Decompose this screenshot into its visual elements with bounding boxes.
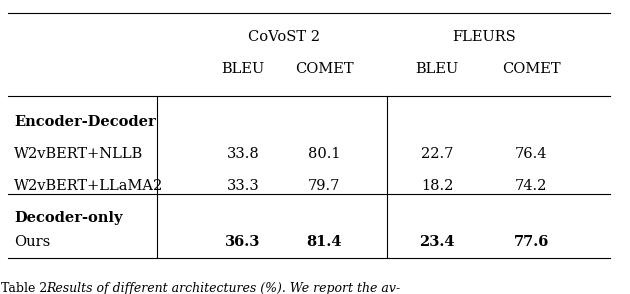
Text: 33.3: 33.3 <box>227 179 259 193</box>
Text: BLEU: BLEU <box>221 62 265 76</box>
Text: 18.2: 18.2 <box>421 179 454 193</box>
Text: 79.7: 79.7 <box>308 179 341 193</box>
Text: 80.1: 80.1 <box>308 147 341 161</box>
Text: Table 2:: Table 2: <box>1 282 56 294</box>
Text: 81.4: 81.4 <box>307 235 342 249</box>
Text: COMET: COMET <box>502 62 561 76</box>
Text: 22.7: 22.7 <box>421 147 454 161</box>
Text: CoVoST 2: CoVoST 2 <box>248 30 319 44</box>
Text: Encoder-Decoder: Encoder-Decoder <box>14 115 156 129</box>
Text: Results of different architectures (%). We report the av-: Results of different architectures (%). … <box>47 282 401 294</box>
Text: 77.6: 77.6 <box>513 235 549 249</box>
Text: 23.4: 23.4 <box>420 235 455 249</box>
Text: Decoder-only: Decoder-only <box>14 211 122 225</box>
Text: Ours: Ours <box>14 235 50 249</box>
Text: 76.4: 76.4 <box>515 147 547 161</box>
Text: 33.8: 33.8 <box>227 147 259 161</box>
Text: COMET: COMET <box>295 62 353 76</box>
Text: BLEU: BLEU <box>416 62 459 76</box>
Text: FLEURS: FLEURS <box>452 30 516 44</box>
Text: 74.2: 74.2 <box>515 179 547 193</box>
Text: W2vBERT+NLLB: W2vBERT+NLLB <box>14 147 143 161</box>
Text: 36.3: 36.3 <box>225 235 261 249</box>
Text: W2vBERT+LLaMA2: W2vBERT+LLaMA2 <box>14 179 163 193</box>
